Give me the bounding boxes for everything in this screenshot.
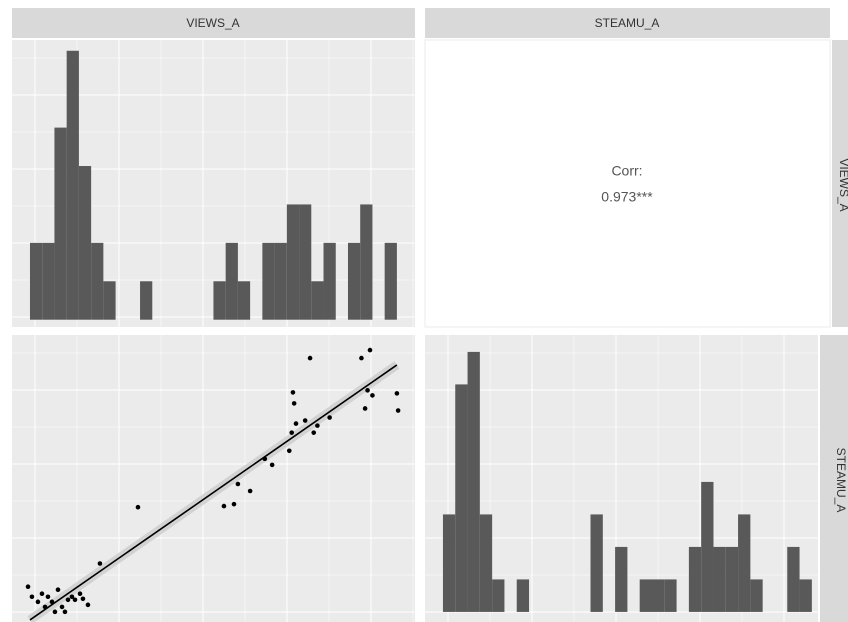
bar [799,579,812,612]
point [72,597,78,603]
bar [738,514,751,612]
bar [701,481,714,612]
point [286,448,292,454]
bar [262,242,275,320]
point [394,391,400,396]
strip [832,40,848,327]
point [235,481,241,487]
point [362,406,368,411]
point [135,504,141,510]
strip-label: VIEWS_A [837,158,848,211]
point [59,604,65,610]
bar [299,204,312,320]
bar [615,546,628,612]
point [55,587,61,593]
bar [384,242,397,320]
bar [274,242,287,320]
bar [360,204,373,320]
bar [787,546,800,612]
bar [237,281,251,320]
point [69,594,75,600]
corr-label: Corr: [611,163,642,179]
point [365,388,370,393]
bar [323,242,336,320]
bar [590,514,603,612]
bar [442,514,456,612]
point [77,591,83,597]
point [262,456,268,462]
bar [455,384,468,612]
bar [688,546,702,612]
point [302,418,308,423]
bar [664,579,677,612]
point [307,355,313,361]
point [291,401,297,406]
bar [492,579,505,612]
point [49,599,55,605]
point [311,430,317,435]
bar [467,351,480,612]
panel [12,335,415,622]
point [315,423,320,428]
point [395,408,401,413]
point [289,430,295,435]
strip [12,8,415,38]
strip [820,335,848,622]
bar [713,546,726,612]
bar [516,579,530,612]
point [221,503,227,509]
point [42,604,48,610]
point [39,591,45,597]
point [370,393,375,398]
bar [140,281,153,320]
bar [91,242,104,320]
bar [103,281,116,320]
point [97,561,103,566]
strip [425,8,830,38]
bar [66,50,79,320]
corr-value: 0.973*** [601,189,653,205]
bar [54,127,67,320]
point [269,462,275,468]
bar [750,579,763,612]
point [35,599,41,605]
corr-panel [424,39,831,328]
bar [29,242,43,320]
bar [347,242,361,320]
point [52,609,58,615]
bar [286,204,300,320]
point [367,347,373,353]
point [327,415,332,420]
point [85,602,91,608]
point [29,594,35,600]
bar [78,166,92,320]
point [45,594,51,600]
bar [639,579,652,612]
strip-label: STEAMU_A [834,448,848,513]
bar [725,546,739,612]
bar [213,281,226,320]
bar [311,281,324,320]
point [25,584,31,590]
strip-label: STEAMU_A [595,16,660,30]
point [359,355,364,361]
point [231,501,237,507]
point [247,488,253,494]
point [62,609,68,615]
bar [225,242,238,320]
point [293,421,299,426]
bar [651,579,665,612]
bar [479,514,493,612]
strip-label: VIEWS_A [186,16,239,30]
point [80,596,86,602]
point [65,597,71,603]
point [290,390,296,395]
fit-line [29,364,398,621]
bar [42,242,55,320]
